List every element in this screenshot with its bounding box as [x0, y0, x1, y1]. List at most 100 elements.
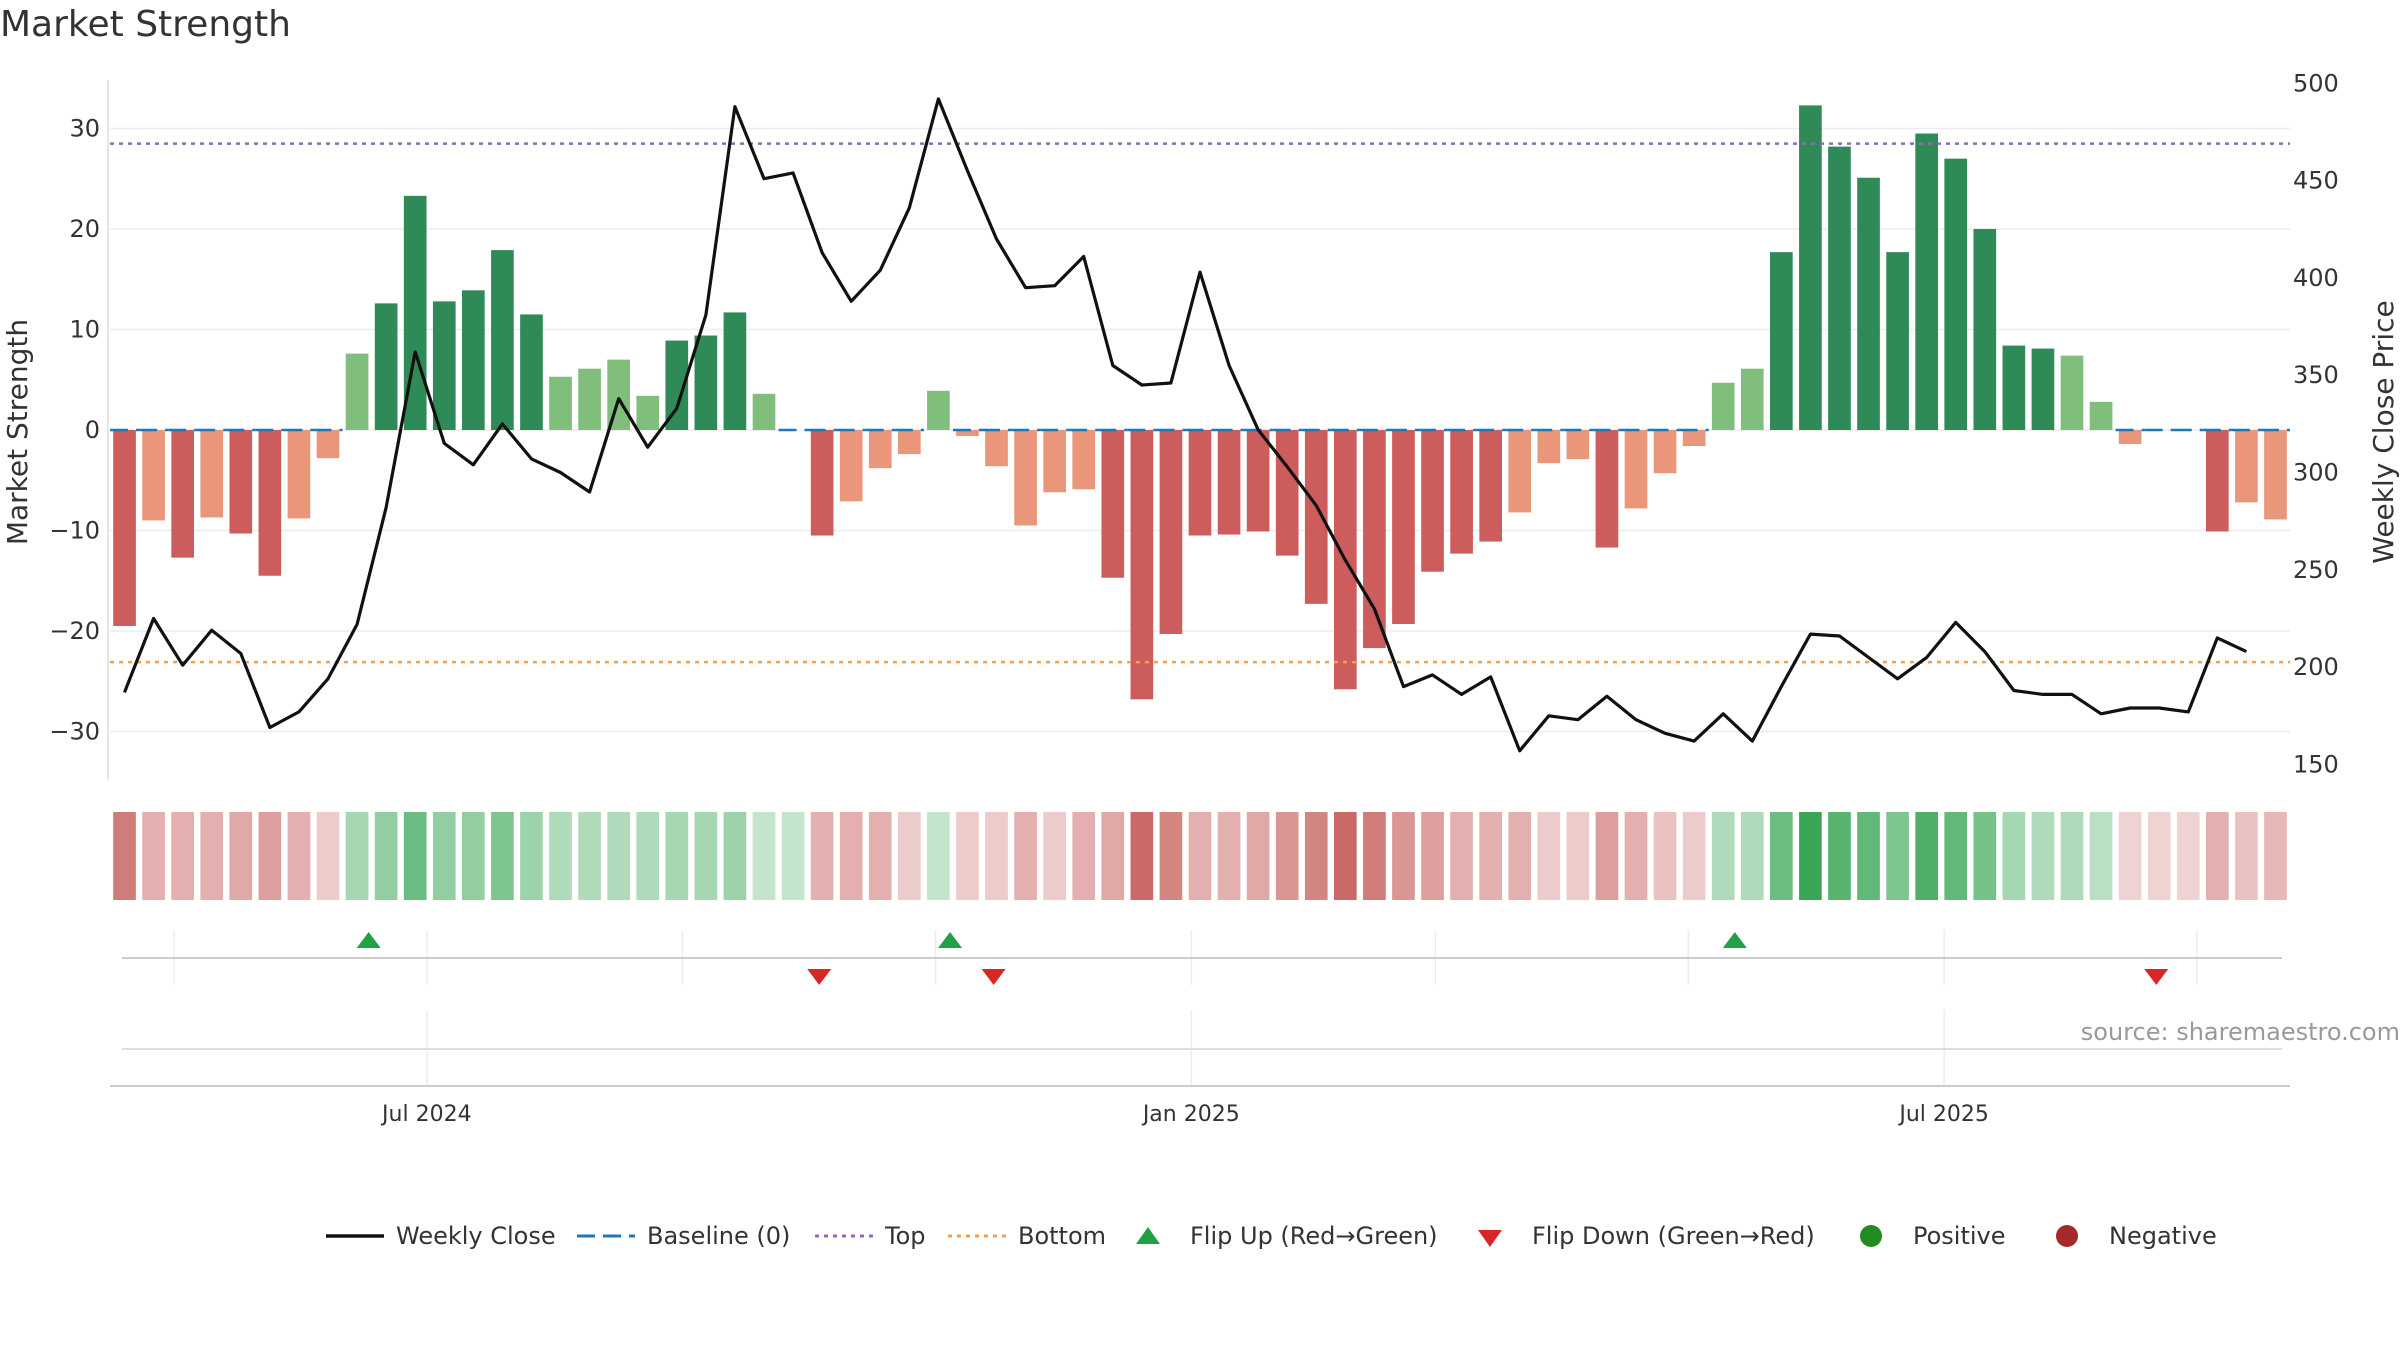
strip-cell	[956, 812, 979, 900]
axes: 30 20 10 0 −10 −20 −30 500 450 400 350 300 250 200 150…	[1, 69, 2400, 780]
strength-bar	[1188, 430, 1212, 536]
strip-cell	[2060, 812, 2084, 900]
strength-bar	[1072, 430, 1096, 490]
strength-bar	[1014, 430, 1037, 526]
strip-cell	[1363, 812, 1386, 900]
y-tick-label-right: 400	[2293, 264, 2339, 292]
strength-bar	[1304, 430, 1328, 604]
weekly-close-layer	[123, 97, 2248, 753]
strip-cell	[1421, 812, 1444, 900]
strip-cell	[258, 812, 282, 900]
strip-cell	[1217, 812, 1241, 900]
strip-cell	[1799, 812, 1822, 900]
y-tick-label-right: 300	[2293, 459, 2339, 487]
strength-bar	[1043, 430, 1067, 493]
strip-cell	[491, 812, 514, 900]
strength-bar	[752, 393, 776, 430]
strength-bars	[113, 105, 2287, 700]
strength-bar	[1769, 252, 1793, 430]
strip-cell	[665, 812, 689, 900]
strength-bar	[1159, 430, 1183, 635]
strength-bar	[2089, 401, 2113, 430]
strip-cell	[113, 812, 136, 900]
strip-cell	[374, 812, 398, 900]
y-tick-label-right: 150	[2293, 750, 2339, 778]
strength-bar	[1130, 430, 1154, 700]
strip-cell	[403, 812, 427, 900]
legend-positive-swatch	[1860, 1225, 1882, 1247]
y-tick-label-left: 30	[69, 115, 100, 143]
strip-cell	[1159, 812, 1183, 900]
strength-bar	[839, 430, 863, 502]
strip-cell	[810, 812, 834, 900]
strength-bar	[171, 430, 195, 558]
strip-cell	[1886, 812, 1909, 900]
x-tick-label: Jan 2025	[1141, 1102, 1240, 1127]
legend-label: Flip Up (Red→Green)	[1190, 1222, 1438, 1250]
strip-cell	[2031, 812, 2055, 900]
strip-cell	[2147, 812, 2171, 900]
strength-bar	[287, 430, 311, 519]
strength-bar	[1217, 430, 1241, 535]
strip-cell	[461, 812, 485, 900]
strip-cell	[345, 812, 369, 900]
time-axis: Jul 2024 Jan 2025 Jul 2025	[110, 1010, 2290, 1127]
flip-down-marker	[2144, 969, 2169, 985]
strip-cell	[1566, 812, 1590, 900]
y-axis-label-left: Market Strength	[1, 319, 34, 545]
strip-cell	[2205, 812, 2229, 900]
y-tick-label-left: 20	[69, 215, 100, 243]
flip-down-marker	[807, 969, 832, 985]
strength-bar	[2002, 345, 2026, 430]
strip-cell	[1944, 812, 1968, 900]
strength-bar	[1624, 430, 1648, 509]
strip-cell	[1101, 812, 1125, 900]
strength-bar	[1682, 430, 1706, 447]
strip-cell	[1072, 812, 1096, 900]
strip-cell	[1392, 812, 1415, 900]
strength-bar	[1857, 177, 1880, 430]
strip-cell	[839, 812, 863, 900]
legend: Weekly Close Baseline (0) Top Bottom Flip Up…	[326, 1222, 2217, 1250]
strip-cell	[1653, 812, 1677, 900]
y-tick-label-right: 250	[2293, 556, 2339, 584]
source-note: source: sharemaestro.com	[2080, 1018, 2400, 1046]
strip-cell	[607, 812, 631, 900]
strength-bar	[1711, 382, 1735, 430]
reference-lines	[110, 142, 2290, 664]
strip-cell	[287, 812, 311, 900]
legend-label: Negative	[2109, 1222, 2217, 1250]
strength-bar	[1508, 430, 1532, 513]
strip-cell	[1304, 812, 1328, 900]
strip-cell	[897, 812, 921, 900]
strength-bar	[1421, 430, 1444, 572]
strip-cell	[316, 812, 340, 900]
strength-bar	[694, 335, 718, 430]
legend-label: Top	[884, 1222, 926, 1250]
strength-bar	[1537, 430, 1561, 464]
y-tick-label-right: 500	[2293, 69, 2339, 97]
strength-bar	[1915, 133, 1939, 430]
strength-bar	[927, 390, 950, 430]
strip-cell	[2264, 812, 2287, 900]
y-tick-label-left: 0	[85, 416, 100, 444]
strength-bar	[549, 376, 572, 430]
strength-bar	[2118, 430, 2142, 445]
strength-bar	[1246, 430, 1270, 532]
strength-bar	[520, 314, 543, 430]
strength-bar	[1363, 430, 1386, 649]
strip-cell	[1246, 812, 1270, 900]
y-tick-label-right: 200	[2293, 653, 2339, 681]
strength-bar	[200, 430, 224, 518]
strip-cell	[1130, 812, 1154, 900]
strip-cell	[1682, 812, 1706, 900]
strip-cell	[1711, 812, 1735, 900]
strip-cell	[171, 812, 195, 900]
strip-cell	[1595, 812, 1619, 900]
strength-bar	[810, 430, 834, 536]
strength-bar	[897, 430, 921, 455]
strength-bar	[374, 303, 398, 430]
strength-bar	[1392, 430, 1415, 624]
strength-bar	[491, 250, 514, 430]
